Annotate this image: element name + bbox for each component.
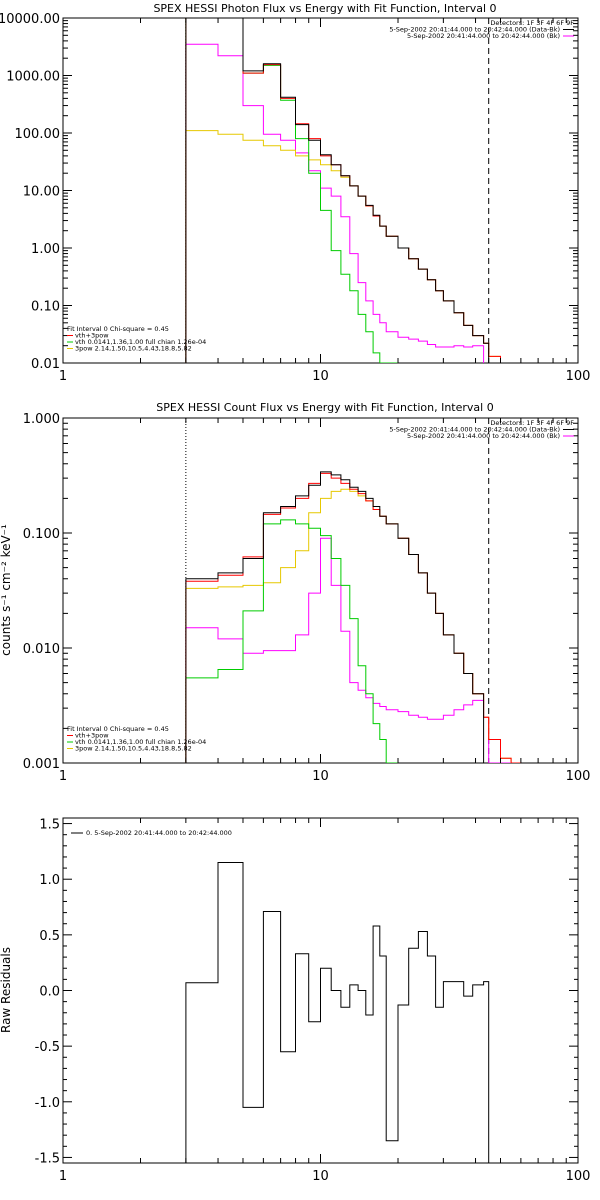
x-tick-label: 100 bbox=[566, 1169, 591, 1184]
series-3pow bbox=[185, 488, 521, 763]
legend-bottom-entry: 3pow 2.14,1.50,10.5,4.43,18.8,5.82 bbox=[75, 345, 192, 353]
residuals-panel: 1 10 100 -1.5 -1.0 -0.5 0.0 0.5 1.0 1.5 0. 5-Sep-… bbox=[0, 817, 591, 1184]
x-tick-label: 1 bbox=[59, 769, 67, 784]
legend-bottom-entry: vth 0.0141,1.36,1.00 full chian 1.26e-04 bbox=[75, 738, 206, 746]
count-flux-panel: SPEX HESSI Count Flux vs Energy with Fit… bbox=[0, 401, 590, 784]
series-vth bbox=[185, 18, 398, 363]
y-tick-label: -1.5 bbox=[35, 1151, 60, 1166]
y-tick-label: 10.00 bbox=[23, 185, 60, 200]
legend-top-entry: 5-Sep-2002 20:41:44.000 to 20:42:44.000 … bbox=[407, 432, 560, 440]
x-tick-label: 100 bbox=[566, 769, 591, 784]
photon-flux-axes: 1 10 100 0.01 0.10 1.00 10.00 100.00 1000.00 1000… bbox=[0, 12, 590, 384]
count-flux-title: SPEX HESSI Count Flux vs Energy with Fit… bbox=[156, 401, 493, 414]
y-tick-label: 1.00 bbox=[31, 242, 60, 257]
photon-flux-series bbox=[185, 18, 501, 363]
y-tick-label: 0.001 bbox=[23, 757, 60, 772]
series-bk bbox=[185, 537, 521, 763]
count-flux-legend: Detectors: 1F 3F 4F 6F 9F5-Sep-2002 20:4… bbox=[67, 419, 574, 753]
y-tick-label: 0.0 bbox=[39, 985, 60, 1000]
series-residual bbox=[185, 862, 490, 1163]
series-data-bk bbox=[185, 18, 490, 363]
series-3pow bbox=[185, 130, 501, 363]
series-data-bk bbox=[185, 471, 485, 763]
photon-flux-legend: Detectors: 1F 3F 4F 6F 9F5-Sep-2002 20:4… bbox=[67, 19, 574, 353]
y-tick-label: 0.10 bbox=[31, 300, 60, 315]
legend-top-entry: 5-Sep-2002 20:41:44.000 to 20:42:44.000 … bbox=[389, 426, 560, 434]
y-tick-label: 1.000 bbox=[23, 412, 60, 427]
legend-top-entry: 0. 5-Sep-2002 20:41:44.000 to 20:42:44.0… bbox=[86, 829, 232, 837]
legend-top-entry: Detectors: 1F 3F 4F 6F 9F bbox=[490, 419, 574, 427]
x-tick-label: 100 bbox=[566, 369, 591, 384]
x-tick-label: 10 bbox=[312, 369, 329, 384]
x-tick-label: 1 bbox=[59, 1169, 67, 1184]
x-tick-label: 1 bbox=[59, 369, 67, 384]
residuals-ylabel: Raw Residuals bbox=[0, 947, 13, 1033]
legend-bottom-entry: Fit Interval 0 Chi-square = 0.45 bbox=[67, 725, 169, 733]
legend-bottom-entry: vth+3pow bbox=[75, 732, 109, 740]
y-tick-label: 0.010 bbox=[23, 642, 60, 657]
y-tick-label: -0.5 bbox=[35, 1040, 60, 1055]
count-flux-ylabel: counts s⁻¹ cm⁻² keV⁻¹ bbox=[0, 524, 13, 656]
legend-top-entry: 5-Sep-2002 20:41:44.000 to 20:42:44.000 … bbox=[389, 26, 560, 34]
y-tick-label: 1000.00 bbox=[6, 70, 60, 85]
count-flux-axes: 1 10 100 0.001 0.010 0.100 1.000 bbox=[23, 412, 591, 784]
legend-top-entry: 5-Sep-2002 20:41:44.000 to 20:42:44.000 … bbox=[407, 32, 560, 40]
photon-flux-panel: SPEX HESSI Photon Flux vs Energy with Fi… bbox=[0, 2, 590, 384]
legend-bottom-entry: Fit Interval 0 Chi-square = 0.45 bbox=[67, 325, 169, 333]
y-tick-label: 100.00 bbox=[15, 127, 61, 142]
count-flux-series bbox=[185, 418, 521, 763]
y-tick-label: 10000.00 bbox=[0, 12, 60, 27]
y-tick-label: 0.01 bbox=[31, 357, 60, 372]
residuals-axes: 1 10 100 -1.5 -1.0 -0.5 0.0 0.5 1.0 1.5 bbox=[35, 818, 591, 1184]
x-tick-label: 10 bbox=[312, 769, 329, 784]
photon-flux-title: SPEX HESSI Photon Flux vs Energy with Fi… bbox=[153, 2, 496, 15]
series-vth bbox=[185, 519, 398, 763]
residuals-series bbox=[185, 862, 490, 1163]
legend-bottom-entry: vth 0.0141,1.36,1.00 full chian 1.26e-04 bbox=[75, 338, 206, 346]
legend-top-entry: Detectors: 1F 3F 4F 6F 9F bbox=[490, 19, 574, 27]
y-tick-label: 0.100 bbox=[23, 527, 60, 542]
y-tick-label: 1.5 bbox=[39, 818, 60, 833]
residuals-legend: 0. 5-Sep-2002 20:41:44.000 to 20:42:44.0… bbox=[71, 829, 232, 837]
y-tick-label: 0.5 bbox=[39, 929, 60, 944]
x-tick-label: 10 bbox=[312, 1169, 329, 1184]
legend-bottom-entry: 3pow 2.14,1.50,10.5,4.43,18.8,5.82 bbox=[75, 745, 192, 753]
series-bk bbox=[185, 43, 485, 363]
legend-bottom-entry: vth+3pow bbox=[75, 332, 109, 340]
series-vth-3pow bbox=[185, 18, 501, 363]
y-tick-label: 1.0 bbox=[39, 873, 60, 888]
y-tick-label: -1.0 bbox=[35, 1096, 60, 1111]
